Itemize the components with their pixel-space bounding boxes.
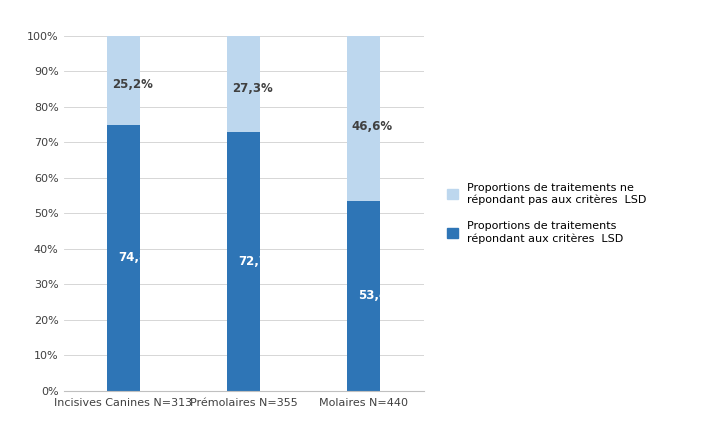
Text: 27,3%: 27,3% (232, 82, 273, 95)
Bar (107, 125, 140, 391)
Bar (107, 36, 140, 125)
Text: 72,7%: 72,7% (239, 255, 280, 268)
Text: 53,4%: 53,4% (359, 289, 400, 302)
Bar (227, 36, 261, 132)
Text: 74,8%: 74,8% (119, 251, 160, 264)
Text: 46,6%: 46,6% (352, 120, 393, 133)
Text: 25,2%: 25,2% (112, 78, 152, 91)
Legend: Proportions de traitements ne
répondant pas aux critères  LSD, Proportions de tr: Proportions de traitements ne répondant … (443, 179, 650, 247)
Bar (227, 132, 261, 391)
Bar (347, 36, 381, 201)
Bar (347, 201, 381, 391)
